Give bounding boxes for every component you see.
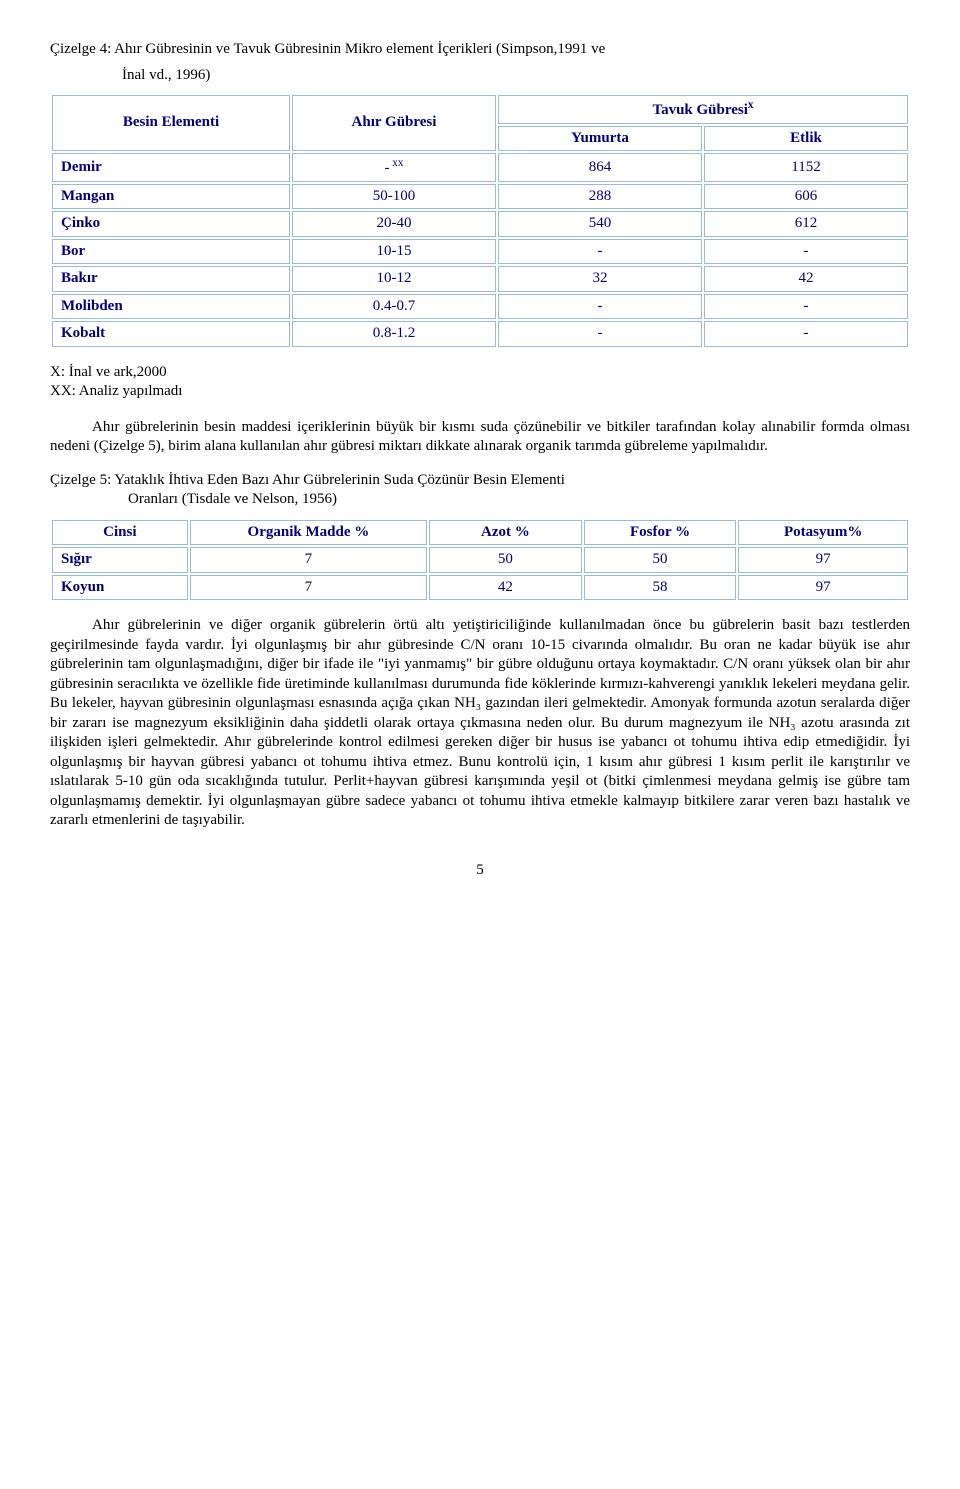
t4-cell: - <box>704 321 908 347</box>
t4-col-tavuk-sup: x <box>748 99 754 111</box>
t4-cell: - <box>704 239 908 265</box>
table-row: Bakır <box>52 266 290 292</box>
table5: Cinsi Organik Madde % Azot % Fosfor % Po… <box>50 518 910 603</box>
paragraph-2: Ahır gübrelerinin ve diğer organik gübre… <box>50 616 910 831</box>
t4-cell: - <box>498 321 702 347</box>
t4-cell: - <box>498 239 702 265</box>
table4-note2: XX: Analiz yapılmadı <box>50 382 910 402</box>
table-row: Koyun <box>52 575 188 601</box>
table-row: Sığır <box>52 547 188 573</box>
t5-cell: 97 <box>738 547 908 573</box>
t4-cell: 612 <box>704 211 908 237</box>
t4-cell: 864 <box>498 153 702 182</box>
table-row: Molibden <box>52 294 290 320</box>
t4-cell: 0.4-0.7 <box>292 294 496 320</box>
t4-col-ahir: Ahır Gübresi <box>292 95 496 151</box>
t5-cell: 50 <box>584 547 737 573</box>
table4-caption-line1: Çizelge 4: Ahır Gübresinin ve Tavuk Gübr… <box>50 40 910 60</box>
t4-cell: 42 <box>704 266 908 292</box>
t4-cell: 540 <box>498 211 702 237</box>
t4-col-etlik: Etlik <box>704 126 908 152</box>
t5-cell: 7 <box>190 575 427 601</box>
t4-col-tavuk-label: Tavuk Gübresi <box>652 102 747 118</box>
t4-cell: 0.8-1.2 <box>292 321 496 347</box>
t4-cell: 10-15 <box>292 239 496 265</box>
t4-cell: - <box>704 294 908 320</box>
table4-caption-line2: İnal vd., 1996) <box>50 66 910 86</box>
table-row: Mangan <box>52 184 290 210</box>
t4-col-tavuk: Tavuk Gübresix <box>498 95 908 124</box>
t5-col-fosfor: Fosfor % <box>584 520 737 546</box>
t4-cell: 606 <box>704 184 908 210</box>
t5-cell: 42 <box>429 575 582 601</box>
t4-cell-sup: xx <box>389 157 403 169</box>
t4-col-besin: Besin Elementi <box>52 95 290 151</box>
t4-cell: 32 <box>498 266 702 292</box>
t5-cell: 7 <box>190 547 427 573</box>
t4-cell: - xx <box>292 153 496 182</box>
t4-cell: 20-40 <box>292 211 496 237</box>
t5-col-cinsi: Cinsi <box>52 520 188 546</box>
table4: Besin Elementi Ahır Gübresi Tavuk Gübres… <box>50 93 910 349</box>
table-row: Çinko <box>52 211 290 237</box>
t5-col-potas: Potasyum% <box>738 520 908 546</box>
t5-col-om: Organik Madde % <box>190 520 427 546</box>
t4-cell: - <box>498 294 702 320</box>
t4-cell: 10-12 <box>292 266 496 292</box>
table5-caption-line1: Çizelge 5: Yataklık İhtiva Eden Bazı Ahı… <box>50 471 910 491</box>
t5-cell: 50 <box>429 547 582 573</box>
t4-cell: 50-100 <box>292 184 496 210</box>
t5-col-azot: Azot % <box>429 520 582 546</box>
paragraph-1: Ahır gübrelerinin besin maddesi içerikle… <box>50 418 910 457</box>
table4-note1: X: İnal ve ark,2000 <box>50 363 910 383</box>
t4-cell: 288 <box>498 184 702 210</box>
t5-cell: 97 <box>738 575 908 601</box>
t4-col-yumurta: Yumurta <box>498 126 702 152</box>
t4-cell: 1152 <box>704 153 908 182</box>
page-number: 5 <box>50 861 910 881</box>
table-row: Demir <box>52 153 290 182</box>
table-row: Bor <box>52 239 290 265</box>
t5-cell: 58 <box>584 575 737 601</box>
table-row: Kobalt <box>52 321 290 347</box>
table5-caption-line2: Oranları (Tisdale ve Nelson, 1956) <box>50 490 910 510</box>
